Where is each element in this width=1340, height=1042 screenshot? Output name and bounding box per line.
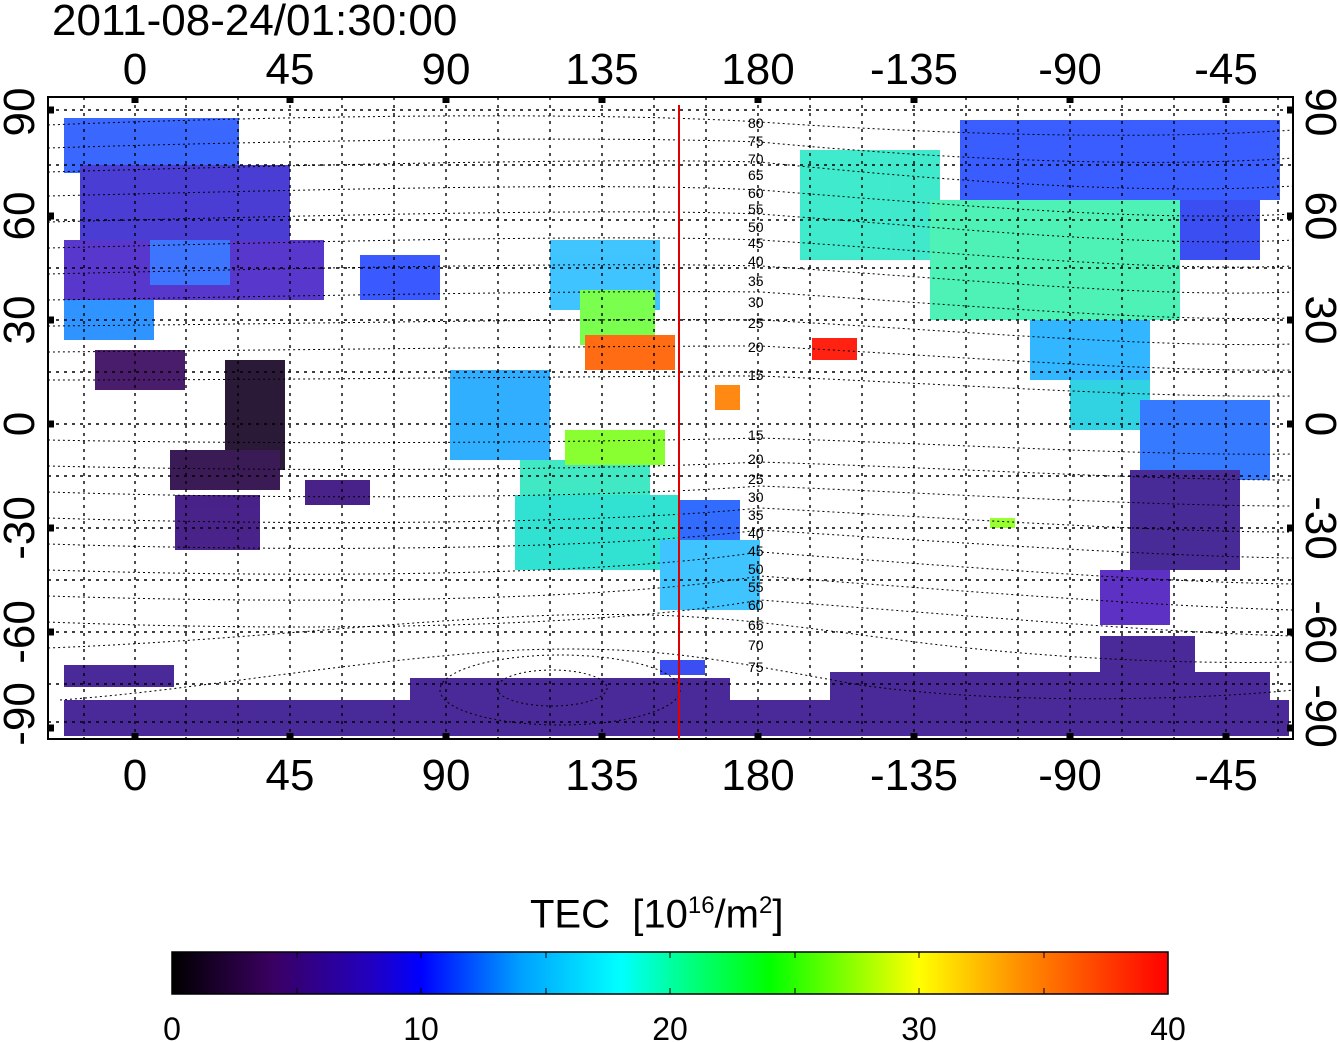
contour-label: 15 bbox=[748, 427, 764, 443]
contour-label: 75 bbox=[748, 133, 764, 149]
colorbar-unit-base: [10 bbox=[632, 892, 688, 937]
left-lat-tick: 0 bbox=[0, 412, 44, 436]
bottom-lon-tick: 45 bbox=[266, 751, 315, 800]
contour-label: 55 bbox=[748, 579, 764, 595]
bottom-lon-tick: -135 bbox=[870, 751, 958, 800]
top-lon-tick: -135 bbox=[870, 45, 958, 94]
top-lon-tick: -90 bbox=[1038, 45, 1102, 94]
contour-label: 20 bbox=[748, 451, 764, 467]
right-lat-tick: -30 bbox=[1296, 496, 1340, 560]
colorbar-unit-end: ] bbox=[772, 892, 784, 937]
bottom-lon-tick: 0 bbox=[123, 751, 147, 800]
colorbar-minor-ticks bbox=[296, 952, 1045, 994]
right-lat-tick: 0 bbox=[1296, 412, 1340, 436]
left-lat-labels: 90 60 30 0 -30 -60 -90 bbox=[0, 88, 44, 746]
contour-label: 15 bbox=[748, 367, 764, 383]
contour-label: 80 bbox=[748, 115, 764, 131]
contour-label: 20 bbox=[748, 339, 764, 355]
bottom-lon-tick: 90 bbox=[422, 751, 471, 800]
left-lat-tick: -30 bbox=[0, 496, 44, 560]
top-lon-tick: 90 bbox=[422, 45, 471, 94]
contour-value-labels: 80 75 70 65 60 55 50 45 40 35 30 25 20 1… bbox=[748, 115, 764, 675]
contour-label: 65 bbox=[748, 617, 764, 633]
contour-label: 30 bbox=[748, 294, 764, 310]
colorbar-unit-exp: 16 bbox=[687, 892, 715, 919]
left-lat-tick: -90 bbox=[0, 682, 44, 746]
top-lon-tick: -45 bbox=[1194, 45, 1258, 94]
colorbar-tick: 0 bbox=[163, 1011, 181, 1042]
right-lat-tick: 60 bbox=[1296, 192, 1340, 241]
right-lat-tick: 30 bbox=[1296, 296, 1340, 345]
contour-label: 70 bbox=[748, 637, 764, 653]
contour-label: 55 bbox=[748, 201, 764, 217]
contour-label: 50 bbox=[748, 561, 764, 577]
colorbar-title: TEC [1016/m2] bbox=[530, 892, 783, 937]
contour-label: 60 bbox=[748, 185, 764, 201]
left-lat-tick: 60 bbox=[0, 192, 44, 241]
colorbar-tick: 20 bbox=[652, 1011, 688, 1042]
contour-label: 25 bbox=[748, 471, 764, 487]
bottom-lon-tick: 135 bbox=[565, 751, 638, 800]
contour-label: 45 bbox=[748, 543, 764, 559]
colorbar-label: TEC bbox=[530, 892, 610, 937]
top-lon-tick: 180 bbox=[721, 45, 794, 94]
contour-label: 30 bbox=[748, 489, 764, 505]
bottom-lon-tick: -45 bbox=[1194, 751, 1258, 800]
contour-label: 60 bbox=[748, 597, 764, 613]
bottom-lon-labels: 0 45 90 135 180 -135 -90 -45 bbox=[123, 751, 1258, 800]
top-lon-labels: 0 45 90 135 180 -135 -90 -45 bbox=[123, 45, 1258, 94]
contour-label: 45 bbox=[748, 235, 764, 251]
tec-data-layer bbox=[64, 118, 1289, 736]
timestamp-title: 2011-08-24/01:30:00 bbox=[52, 0, 458, 45]
colorbar-tick: 30 bbox=[901, 1011, 937, 1042]
right-lat-tick: -60 bbox=[1296, 600, 1340, 664]
contour-label: 40 bbox=[748, 525, 764, 541]
contour-label: 40 bbox=[748, 253, 764, 269]
right-lat-labels: 90 60 30 0 -30 -60 -90 bbox=[1296, 88, 1340, 748]
contour-label: 25 bbox=[748, 315, 764, 331]
left-lat-tick: 30 bbox=[0, 296, 44, 345]
contour-label: 50 bbox=[748, 219, 764, 235]
colorbar-tick-labels: 0 10 20 30 40 bbox=[163, 1011, 1186, 1042]
colorbar bbox=[171, 951, 1169, 995]
bottom-lon-tick: -90 bbox=[1038, 751, 1102, 800]
contour-label: 65 bbox=[748, 167, 764, 183]
graticule bbox=[48, 97, 1293, 739]
contour-label: 70 bbox=[748, 151, 764, 167]
right-lat-tick: -90 bbox=[1296, 684, 1340, 748]
left-lat-tick: -60 bbox=[0, 600, 44, 664]
bottom-lon-tick: 180 bbox=[721, 751, 794, 800]
colorbar-tick: 40 bbox=[1150, 1011, 1186, 1042]
top-lon-tick: 45 bbox=[266, 45, 315, 94]
contour-label: 35 bbox=[748, 273, 764, 289]
colorbar-unit-exp2: 2 bbox=[758, 892, 773, 919]
colorbar-tick: 10 bbox=[403, 1011, 439, 1042]
colorbar-unit-mid: /m bbox=[714, 892, 759, 937]
contour-label: 75 bbox=[748, 659, 764, 675]
top-lon-tick: 0 bbox=[123, 45, 147, 94]
frame-ticks bbox=[48, 97, 1293, 739]
contour-label: 35 bbox=[748, 507, 764, 523]
right-lat-tick: 90 bbox=[1296, 88, 1340, 137]
top-lon-tick: 135 bbox=[565, 45, 638, 94]
left-lat-tick: 90 bbox=[0, 88, 44, 137]
